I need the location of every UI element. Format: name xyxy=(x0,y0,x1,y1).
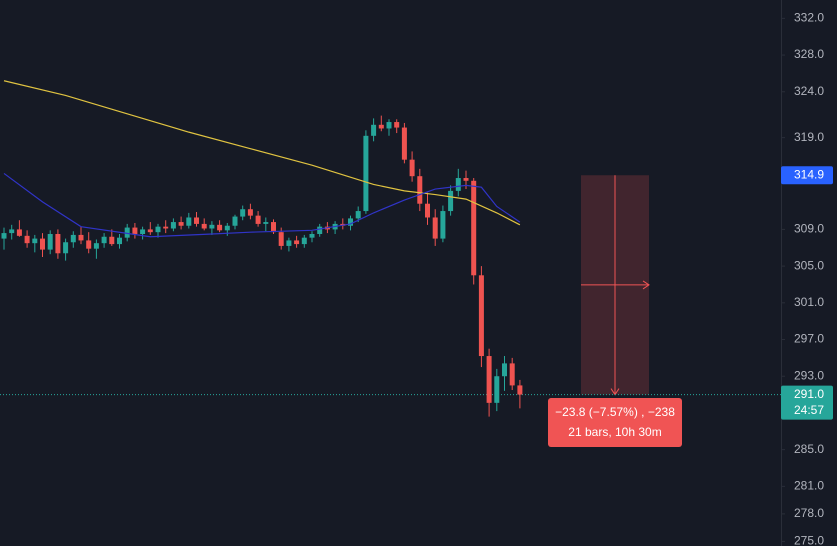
candle-body xyxy=(78,234,84,241)
y-tick-label: 309.0 xyxy=(794,222,824,236)
candle-body xyxy=(355,211,361,219)
candle-body xyxy=(1,233,7,239)
y-tick-label: 332.0 xyxy=(794,11,824,25)
candle-body xyxy=(9,229,15,234)
candle-body xyxy=(16,229,22,236)
candle-body xyxy=(194,217,199,224)
y-tick-label: 319.0 xyxy=(794,130,824,144)
candle-body xyxy=(140,229,146,234)
candle-body xyxy=(363,135,369,212)
candle-body xyxy=(232,216,238,226)
y-tick-label: 275.0 xyxy=(794,534,824,546)
candle-body xyxy=(32,238,38,244)
candle-body xyxy=(224,225,230,231)
y-tick-label: 297.0 xyxy=(794,332,824,346)
candle-body xyxy=(432,217,438,239)
candle-body xyxy=(209,224,215,229)
candle-body xyxy=(63,242,69,254)
candle-body xyxy=(201,223,207,229)
candle-body xyxy=(502,363,507,377)
candle-body xyxy=(109,236,115,245)
candle-body xyxy=(247,209,253,216)
candle-body xyxy=(186,217,192,226)
candle-body xyxy=(348,218,353,226)
candle-body xyxy=(286,240,292,246)
y-tick-label: 281.0 xyxy=(794,479,824,493)
candle-body xyxy=(163,226,169,229)
candle-body xyxy=(93,243,99,249)
moving-average xyxy=(3,172,521,238)
candle-body xyxy=(132,227,138,234)
candle-body xyxy=(240,209,246,217)
y-tick-label: 293.0 xyxy=(794,368,824,382)
candle-body xyxy=(486,356,492,403)
candle-body xyxy=(55,234,61,254)
candle-body xyxy=(455,178,461,191)
candle-body xyxy=(517,385,523,395)
candle-body xyxy=(170,222,176,229)
y-tick-label: 301.0 xyxy=(794,295,824,309)
price-tag-label: 314.9 xyxy=(794,167,824,181)
candle-body xyxy=(117,237,122,245)
candle-body xyxy=(101,236,107,244)
candle-body xyxy=(471,180,477,276)
measure-label: −23.8 (−7.57%) , −238 xyxy=(555,405,675,419)
price-tag xyxy=(781,385,833,420)
candle-body xyxy=(271,222,276,233)
candle-body xyxy=(263,222,269,224)
price-tag-label: 291.0 xyxy=(794,387,824,401)
candle-body xyxy=(494,376,500,403)
candle-body xyxy=(463,178,469,181)
candle-body xyxy=(401,127,407,160)
y-tick-label: 324.0 xyxy=(794,84,824,98)
candle-body xyxy=(378,124,384,129)
measure-arrow-head xyxy=(642,280,650,290)
candle-body xyxy=(509,363,515,386)
candle-body xyxy=(448,190,454,212)
candle-body xyxy=(255,215,261,224)
candle-body xyxy=(394,122,400,128)
candle-body xyxy=(155,226,161,233)
candle-body xyxy=(386,122,392,129)
candle-body xyxy=(301,237,307,245)
measure-label-box xyxy=(548,398,682,447)
candle-body xyxy=(440,211,446,239)
candle-body xyxy=(425,203,430,218)
candle-body xyxy=(40,238,45,250)
candle-body xyxy=(147,229,153,233)
candle-body xyxy=(124,227,130,238)
candle-body xyxy=(70,234,76,243)
moving-average xyxy=(3,80,521,226)
y-tick-label: 285.0 xyxy=(794,442,824,456)
candle-body xyxy=(371,124,377,136)
countdown: 24:57 xyxy=(794,403,824,417)
candle-body xyxy=(47,234,53,250)
candle-body xyxy=(417,176,423,204)
candle-body xyxy=(278,232,284,246)
y-tick-label: 278.0 xyxy=(794,506,824,520)
candle-body xyxy=(178,222,184,226)
y-tick-label: 328.0 xyxy=(794,47,824,61)
measure-label: 21 bars, 10h 30m xyxy=(568,425,661,439)
candle-body xyxy=(317,226,323,234)
candle-body xyxy=(478,275,484,357)
candle-body xyxy=(86,240,92,249)
candle-body xyxy=(294,240,300,245)
candle-body xyxy=(409,159,415,177)
y-tick-label: 305.0 xyxy=(794,258,824,272)
candle-body xyxy=(24,235,30,244)
candle-body xyxy=(309,234,315,238)
candle-body xyxy=(217,224,223,231)
price-tag xyxy=(781,166,833,185)
